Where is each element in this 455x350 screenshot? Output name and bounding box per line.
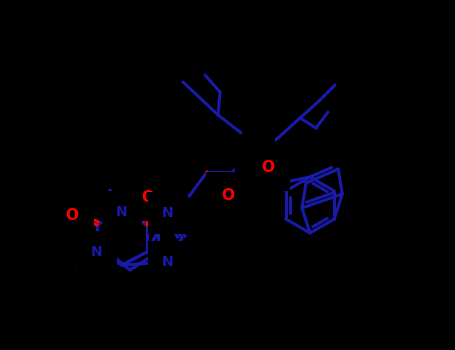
Text: N: N bbox=[116, 205, 128, 219]
Text: O: O bbox=[66, 208, 79, 223]
Text: O: O bbox=[142, 190, 155, 205]
Text: O: O bbox=[222, 188, 234, 203]
Text: N: N bbox=[91, 245, 103, 259]
Text: N: N bbox=[162, 206, 174, 220]
Text: N: N bbox=[162, 255, 174, 269]
Text: O: O bbox=[262, 161, 274, 175]
Text: N: N bbox=[249, 148, 261, 162]
